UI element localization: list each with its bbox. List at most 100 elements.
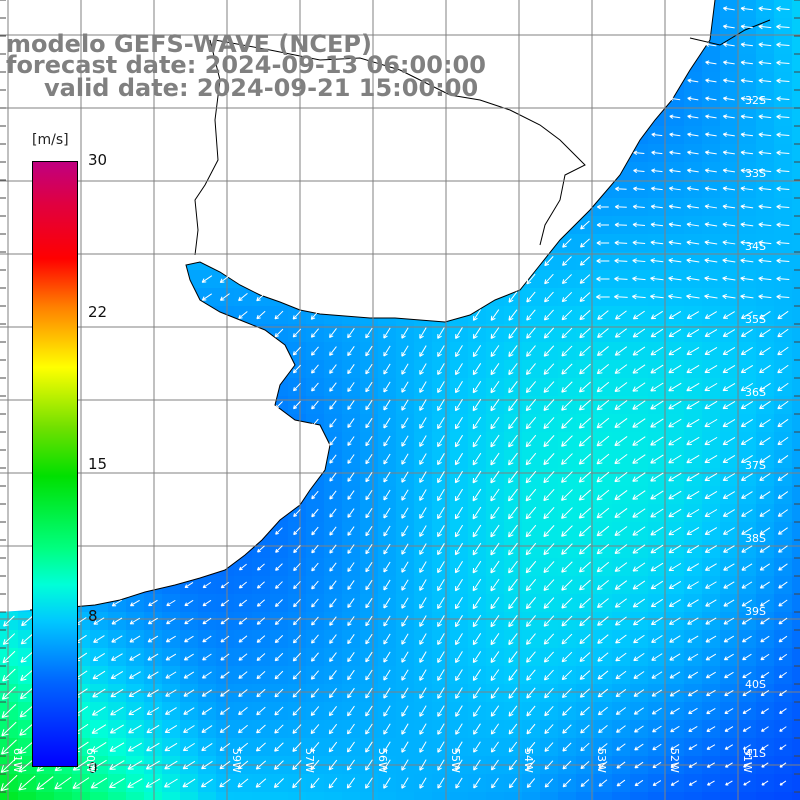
wind-arrow: [650, 436, 664, 446]
wind-arrow: [256, 310, 266, 320]
wind-arrow: [526, 741, 536, 753]
wind-arrow: [148, 599, 158, 607]
wind-arrow: [329, 472, 337, 482]
wind-arrow: [705, 599, 717, 607]
wind-arrow: [705, 671, 716, 679]
wind-arrow: [311, 544, 319, 554]
wind-arrow: [419, 489, 427, 501]
wind-arrow: [526, 760, 536, 771]
wind-arrow: [704, 364, 718, 374]
wind-arrow: [18, 775, 36, 791]
wind-arrow: [722, 132, 735, 138]
coastline: [29, 0, 771, 611]
wind-arrow: [490, 416, 500, 430]
wind-arrow: [704, 168, 717, 173]
wind-speed-cell: [630, 792, 649, 800]
wind-arrow: [760, 617, 770, 625]
wind-arrow: [596, 258, 610, 264]
wind-arrow: [722, 329, 736, 337]
wind-arrow: [293, 509, 301, 518]
wind-arrow: [741, 581, 753, 589]
wind-arrow: [740, 418, 753, 428]
wind-arrow: [705, 78, 717, 83]
wind-arrow: [740, 114, 754, 120]
wind-arrow: [490, 669, 500, 681]
wind-arrow: [759, 418, 771, 428]
wind-arrow: [128, 689, 142, 697]
wind-arrow: [668, 382, 682, 392]
wind-arrow: [776, 186, 790, 192]
wind-speed-cell: [414, 792, 433, 800]
wind-arrow: [472, 705, 481, 717]
wind-arrow: [723, 617, 735, 625]
wind-arrow: [759, 545, 771, 553]
wind-arrow: [365, 651, 373, 663]
wind-arrow: [472, 488, 482, 502]
wind-arrow: [383, 543, 391, 555]
wind-arrow: [669, 132, 681, 137]
wind-arrow: [650, 222, 664, 228]
wind-arrow: [650, 580, 664, 590]
wind-arrow: [401, 597, 409, 609]
wind-arrow: [419, 525, 427, 537]
wind-arrow: [490, 506, 500, 520]
wind-arrow: [598, 724, 608, 734]
wind-arrow: [455, 327, 463, 339]
wind-arrow: [311, 634, 319, 644]
wind-arrow: [347, 669, 355, 681]
wind-arrow: [580, 220, 590, 230]
wind-arrow: [329, 670, 337, 681]
wind-arrow: [292, 382, 301, 392]
wind-arrow: [686, 311, 700, 319]
wind-arrow: [401, 471, 409, 483]
wind-arrow: [614, 400, 628, 411]
wind-arrow: [238, 311, 248, 319]
wind-arrow: [722, 240, 736, 246]
wind-arrow: [184, 635, 194, 643]
wind-arrow: [632, 580, 646, 590]
wind-arrow: [544, 742, 554, 752]
wind-arrow: [365, 561, 373, 573]
wind-arrow: [777, 473, 789, 481]
wind-arrow: [401, 327, 409, 339]
wind-arrow: [779, 762, 787, 768]
wind-arrow: [525, 524, 537, 538]
wind-arrow: [365, 363, 373, 375]
wind-arrow: [651, 689, 663, 697]
wind-arrow: [706, 762, 716, 768]
wind-arrow: [632, 598, 646, 608]
wind-arrow: [650, 310, 664, 320]
wind-speed-cell: [522, 792, 541, 800]
wind-arrow: [329, 616, 337, 626]
wind-arrow: [347, 687, 355, 699]
wind-arrow: [740, 6, 754, 12]
wind-arrow: [777, 509, 789, 517]
wind-arrow: [579, 688, 591, 698]
wind-arrow: [201, 293, 212, 301]
wind-arrow: [292, 634, 301, 644]
wind-arrow: [508, 506, 518, 520]
wind-arrow: [776, 42, 790, 48]
wind-arrow: [437, 777, 445, 789]
legend-tick-15: 15: [88, 455, 108, 473]
wind-speed-cell: [234, 792, 253, 800]
wind-arrow: [3, 615, 15, 627]
wind-arrow: [740, 276, 754, 282]
wind-arrow: [776, 294, 790, 300]
wind-arrow: [779, 780, 787, 786]
wind-arrow: [578, 543, 591, 555]
wind-arrow: [525, 597, 537, 610]
wind-arrow: [127, 760, 143, 770]
wind-arrow: [778, 545, 788, 553]
wind-arrow: [201, 671, 212, 679]
wind-arrow: [740, 455, 753, 464]
wind-arrow: [578, 507, 592, 519]
wind-arrow: [722, 347, 736, 356]
wind-arrow: [401, 651, 409, 663]
wind-arrow: [614, 382, 628, 392]
wind-arrow: [329, 400, 337, 410]
wind-arrow: [472, 380, 482, 394]
wind-arrow: [562, 724, 572, 734]
wind-arrow: [437, 669, 445, 681]
wind-arrow: [670, 762, 680, 768]
